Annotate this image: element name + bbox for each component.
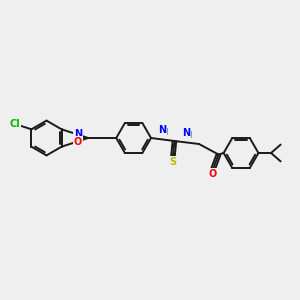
Text: S: S xyxy=(169,157,176,167)
Text: O: O xyxy=(208,169,217,179)
Text: Cl: Cl xyxy=(10,119,20,129)
Text: N: N xyxy=(74,129,82,139)
Text: H: H xyxy=(184,131,192,140)
Text: N: N xyxy=(182,128,190,138)
Text: H: H xyxy=(160,128,168,137)
Text: N: N xyxy=(158,125,166,135)
Text: O: O xyxy=(74,137,82,147)
